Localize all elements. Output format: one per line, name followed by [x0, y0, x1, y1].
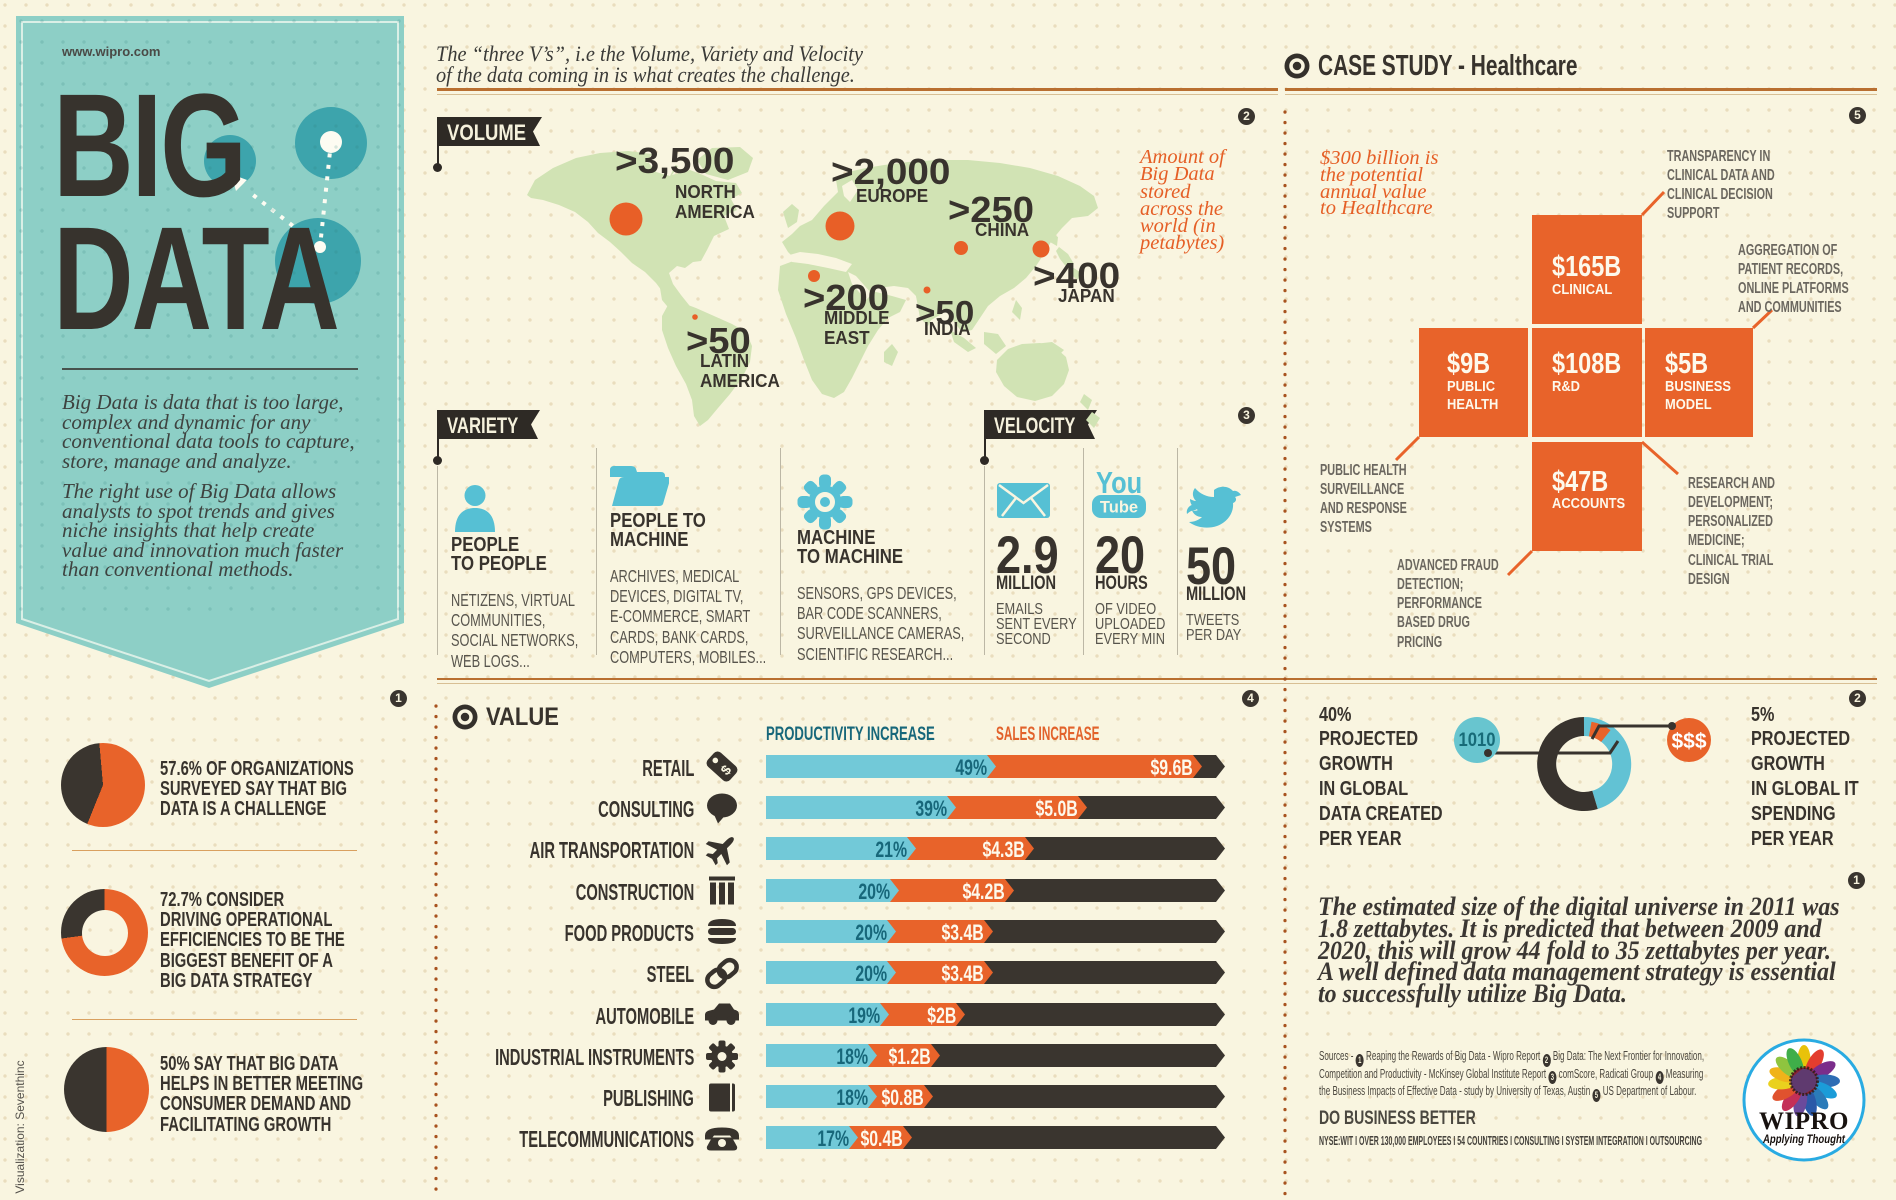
svg-text:1010: 1010: [1459, 730, 1496, 751]
svg-text:Applying Thought: Applying Thought: [1762, 1132, 1846, 1146]
svg-text:$$$: $$$: [1671, 730, 1706, 753]
svg-text:WIPRO: WIPRO: [1759, 1108, 1849, 1135]
svg-text:Tube: Tube: [1100, 499, 1138, 517]
